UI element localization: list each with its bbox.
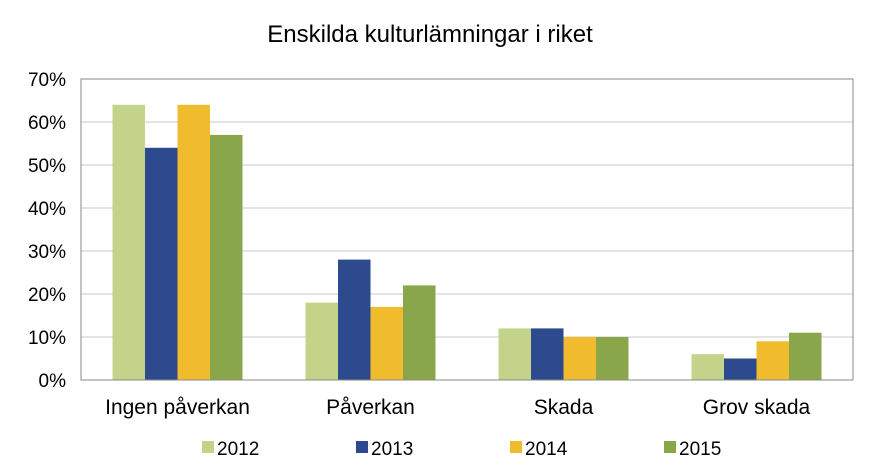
y-tick-label: 30% bbox=[28, 242, 66, 263]
bar-2015-ingen-påverkan bbox=[210, 134, 243, 380]
y-tick-label: 40% bbox=[28, 199, 66, 220]
bar-2014-grov-skada bbox=[756, 341, 789, 380]
bar-2014-påverkan bbox=[370, 306, 403, 380]
legend-label-2014: 2014 bbox=[525, 439, 568, 460]
bar-2012-ingen-påverkan bbox=[112, 104, 145, 381]
legend-label-2013: 2013 bbox=[371, 439, 413, 460]
bar-2013-skada bbox=[531, 328, 564, 380]
x-category-label: Ingen påverkan bbox=[105, 396, 250, 419]
y-tick-label: 60% bbox=[28, 113, 66, 134]
bar-2013-grov-skada bbox=[724, 358, 757, 380]
legend-swatch-2014 bbox=[510, 441, 522, 453]
legend-swatch-2012 bbox=[202, 441, 214, 453]
bar-2015-skada bbox=[596, 337, 629, 380]
y-tick-label: 50% bbox=[28, 156, 66, 177]
plot-area-border bbox=[80, 78, 854, 381]
legend-label-2015: 2015 bbox=[679, 439, 721, 460]
legend: 2012 2013 2014 2015 bbox=[202, 439, 721, 460]
bar-2015-grov-skada bbox=[789, 332, 822, 380]
chart-title: Enskilda kulturlämningar i riket bbox=[267, 21, 593, 48]
y-tick-label: 20% bbox=[28, 285, 66, 306]
x-category-label: Påverkan bbox=[326, 396, 415, 419]
bar-2015-påverkan bbox=[403, 285, 436, 380]
legend-swatch-2013 bbox=[356, 441, 368, 453]
y-tick-label: 0% bbox=[39, 371, 67, 392]
y-tick-label: 70% bbox=[28, 70, 66, 91]
x-category-label: Skada bbox=[534, 396, 594, 419]
legend-swatch-2015 bbox=[664, 441, 676, 453]
bars bbox=[112, 104, 822, 381]
legend-label-2012: 2012 bbox=[217, 439, 259, 460]
bar-2012-grov-skada bbox=[691, 354, 724, 380]
bar-2013-påverkan bbox=[338, 259, 371, 380]
y-tick-label: 10% bbox=[28, 328, 66, 349]
x-category-label: Grov skada bbox=[703, 396, 811, 419]
y-axis-ticks: 0% 10% 20% 30% 40% 50% 60% 70% bbox=[28, 70, 66, 392]
bar-2013-ingen-påverkan bbox=[145, 147, 178, 380]
bar-2012-skada bbox=[498, 328, 531, 380]
bar-2014-skada bbox=[563, 337, 596, 380]
bar-2012-påverkan bbox=[305, 302, 338, 380]
bar-2014-ingen-påverkan bbox=[177, 104, 210, 381]
x-axis-categories: Ingen påverkan Påverkan Skada Grov skada bbox=[105, 396, 810, 419]
